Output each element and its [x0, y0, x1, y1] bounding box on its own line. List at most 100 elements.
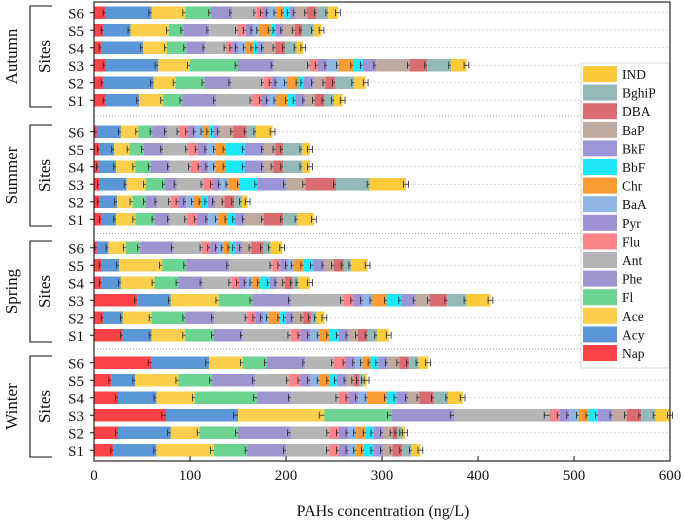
bar-segment-bbf — [227, 213, 236, 226]
bar-segment-acy — [118, 426, 171, 439]
bar-segment-baa — [238, 41, 246, 54]
bar-segment-ace — [153, 76, 176, 89]
bar-segment-bkf — [235, 213, 245, 226]
legend-label-dba: DBA — [622, 104, 651, 119]
bar-segment-chr — [578, 409, 589, 422]
legend-label-bap: BaP — [622, 123, 645, 138]
bar-segment-acy — [101, 276, 121, 289]
bar-segment-ant — [255, 374, 289, 387]
bar-segment-nap — [94, 59, 106, 72]
bar-segment-ant — [173, 241, 203, 254]
bar-segment-acy — [96, 241, 109, 254]
bar-segment-bap — [219, 125, 234, 138]
error-bar — [307, 145, 313, 153]
bar-segment-chr — [203, 125, 210, 138]
bar-segment-bghip — [641, 409, 656, 422]
bar-segment-bkf — [244, 143, 264, 156]
bar-segment-pyr — [197, 143, 208, 156]
bar-segment-dba — [303, 311, 311, 324]
bar-segment-dba — [358, 329, 368, 342]
x-tick-label: 300 — [371, 468, 394, 484]
error-bar — [335, 9, 341, 17]
bar-segment-fl — [185, 6, 212, 19]
bar-segment-bghip — [310, 311, 317, 324]
legend-swatch-bkf — [583, 140, 617, 157]
bar-segment-ind — [256, 125, 273, 138]
bar-segment-bkf — [257, 178, 286, 191]
bar-segment-bbf — [353, 59, 363, 72]
legend-swatch-bghip — [583, 84, 617, 101]
site-tick-label: S6 — [68, 356, 84, 372]
bar-segment-dba — [263, 213, 284, 226]
bar-segment-flu — [188, 143, 198, 156]
error-bar — [363, 376, 370, 384]
bar-segment-nap — [94, 329, 123, 342]
bar-segment-chr — [252, 276, 261, 289]
bar-segment-ind — [328, 6, 338, 19]
bar-segment-chr — [367, 391, 387, 404]
bar-segment-baa — [220, 178, 229, 191]
bar-segment-phe — [204, 76, 232, 89]
bar-segment-bap — [277, 276, 286, 289]
season-bracket — [29, 5, 52, 108]
bar-segment-ant — [305, 356, 334, 369]
bar-segment-bbf — [225, 160, 245, 173]
season-group-autumn — [94, 6, 670, 107]
bar-segment-flu — [343, 294, 354, 307]
bar-segment-baa — [348, 444, 357, 457]
bar-segment-bbf — [329, 374, 337, 387]
bar-segment-fl — [125, 241, 141, 254]
bar-segment-bap — [263, 143, 276, 156]
bar-segment-nap — [94, 391, 118, 404]
legend-label-nap: Nap — [622, 346, 645, 361]
bar-segment-bbf — [386, 294, 402, 307]
bar-segment-baa — [186, 195, 194, 208]
bar-segment-flu — [334, 356, 346, 369]
bar-segment-bap — [293, 311, 304, 324]
bar-segment-ant — [214, 311, 248, 324]
bar-segment-ind — [418, 356, 429, 369]
bar-segment-bbf — [386, 391, 397, 404]
bar-segment-ind — [302, 143, 310, 156]
bar-segment-pyr — [280, 259, 288, 272]
bar-segment-fl — [135, 160, 151, 173]
site-tick-label: S1 — [68, 444, 84, 460]
legend-swatch-ant — [583, 252, 617, 268]
bar-segment-chr — [223, 241, 231, 254]
bar-segment-ind — [302, 160, 310, 173]
legend: IND BghiP DBA BaP BkF BbF Chr BaA Pyr Flu Ant Phe Fl… — [580, 62, 670, 369]
error-bar — [311, 215, 317, 223]
error-bar — [269, 128, 276, 136]
x-tick-label: 600 — [659, 468, 682, 484]
bar-segment-ant — [242, 329, 291, 342]
bar-segment-phe — [178, 276, 203, 289]
x-tick-label: 500 — [563, 468, 586, 484]
bar-segment-acy — [96, 125, 121, 138]
bar-segment-ant — [290, 294, 344, 307]
bar-segment-pyr — [200, 160, 209, 173]
bar-segment-pyr — [271, 76, 278, 89]
bar-segment-dba — [294, 24, 303, 37]
bar-segment-baa — [208, 160, 216, 173]
bar-segment-baa — [327, 59, 339, 72]
bar-segment-phe — [212, 374, 256, 387]
bar-segment-ind — [377, 329, 389, 342]
site-tick-label: S1 — [68, 213, 84, 229]
sites-axis-label: Sites — [35, 275, 54, 308]
bar-segment-phe — [211, 6, 233, 19]
bar-segment-bkf — [269, 276, 278, 289]
season-group-spring — [94, 241, 670, 342]
bar-segment-fl — [185, 329, 214, 342]
bar-segment-ace — [209, 356, 243, 369]
bar-segment-bghip — [246, 125, 257, 138]
bar-segment-bap — [295, 6, 308, 19]
bar-segment-chr — [228, 178, 240, 191]
bar-segment-bap — [313, 76, 326, 89]
bar-segment-chr — [259, 24, 271, 37]
site-tick-label: S5 — [68, 143, 84, 159]
bar-segment-nap — [94, 294, 138, 307]
bar-segment-bghip — [302, 24, 314, 37]
site-tick-label: S6 — [68, 241, 84, 257]
legend-swatch-ind — [583, 66, 617, 82]
season-label: Winter — [2, 383, 21, 430]
